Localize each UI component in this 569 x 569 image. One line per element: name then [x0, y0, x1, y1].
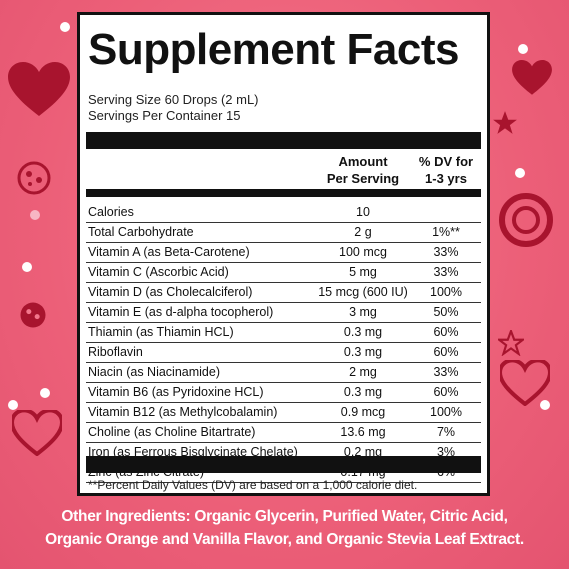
nutrient-amount: 100 mcg	[339, 245, 387, 259]
nutrient-amount: 0.2 mg	[343, 445, 383, 459]
heart-icon	[500, 360, 550, 406]
nutrient-amount: 3 mg	[349, 305, 377, 319]
amount-header: Amount Per Serving	[326, 154, 400, 186]
star-icon	[498, 330, 524, 356]
dot-icon	[518, 44, 528, 54]
nutrient-dv: 100%	[430, 285, 462, 299]
servings-per-container: Servings Per Container 15	[88, 108, 241, 123]
nutrient-amount: 5 mg	[349, 265, 377, 279]
ladybug-icon	[20, 302, 46, 328]
thick-rule	[86, 456, 481, 473]
heart-icon	[512, 60, 552, 95]
nutrient-name: Niacin (as Niacinamide)	[88, 365, 220, 379]
table-row: Vitamin E (as d-alpha tocopherol) 3 mg 50%	[86, 303, 481, 323]
nutrient-rows: Calories 10 Total Carbohydrate 2 g 1%** Vitam…	[86, 203, 481, 483]
table-row: Total Carbohydrate 2 g 1%**	[86, 223, 481, 243]
nutrient-amount: 2 g	[354, 225, 372, 239]
nutrient-dv: 7%	[436, 425, 456, 439]
nutrient-name: Vitamin D (as Cholecalciferol)	[88, 285, 253, 299]
nutrient-name: Vitamin B6 (as Pyridoxine HCL)	[88, 385, 264, 399]
table-row: Vitamin B6 (as Pyridoxine HCL) 0.3 mg 60%	[86, 383, 481, 403]
supplement-facts-panel: Supplement Facts Serving Size 60 Drops (…	[77, 12, 490, 496]
table-row: Vitamin C (Ascorbic Acid) 5 mg 33%	[86, 263, 481, 283]
dot-icon	[515, 168, 525, 178]
table-row: Calories 10	[86, 203, 481, 223]
nutrient-dv: 1%**	[432, 225, 460, 239]
ladybug-icon	[17, 161, 51, 195]
serving-size: Serving Size 60 Drops (2 mL)	[88, 92, 259, 107]
nutrient-dv: 60%	[433, 385, 459, 399]
nutrient-dv: 100%	[430, 405, 462, 419]
dot-icon	[22, 262, 32, 272]
nutrient-amount: 0.3 mg	[343, 385, 383, 399]
nutrient-name: Choline (as Choline Bitartrate)	[88, 425, 256, 439]
nutrient-amount: 0.3 mg	[343, 325, 383, 339]
nutrient-name: Thiamin (as Thiamin HCL)	[88, 325, 234, 339]
dv-header: % DV for 1-3 yrs	[418, 154, 474, 186]
nutrient-name: Total Carbohydrate	[88, 225, 194, 239]
table-row: Niacin (as Niacinamide) 2 mg 33%	[86, 363, 481, 383]
dot-icon	[540, 400, 550, 410]
table-row: Thiamin (as Thiamin HCL) 0.3 mg 60%	[86, 323, 481, 343]
table-row: Vitamin A (as Beta-Carotene) 100 mcg 33%	[86, 243, 481, 263]
medium-rule	[86, 189, 481, 197]
dot-icon	[60, 22, 70, 32]
nutrient-name: Vitamin A (as Beta-Carotene)	[88, 245, 250, 259]
table-row: Vitamin B12 (as Methylcobalamin) 0.9 mcg 1…	[86, 403, 481, 423]
nutrient-name: Calories	[88, 205, 134, 219]
nutrient-dv: 60%	[433, 345, 459, 359]
nutrient-amount: 15 mcg (600 IU)	[318, 285, 408, 299]
dot-icon	[30, 210, 40, 220]
table-row: Riboflavin 0.3 mg 60%	[86, 343, 481, 363]
nutrient-dv: 50%	[433, 305, 459, 319]
heart-icon	[12, 410, 62, 456]
nutrient-amount: 13.6 mg	[340, 425, 386, 439]
star-icon	[493, 111, 517, 134]
dot-icon	[40, 388, 50, 398]
table-row: Choline (as Choline Bitartrate) 13.6 mg 7%	[86, 423, 481, 443]
other-ingredients: Other Ingredients: Organic Glycerin, Pur…	[45, 508, 524, 548]
thick-rule	[86, 132, 481, 149]
nutrient-name: Riboflavin	[88, 345, 143, 359]
nutrient-dv: 3%	[436, 445, 456, 459]
heart-icon	[499, 193, 553, 247]
dv-footnote: **Percent Daily Values (DV) are based on…	[88, 478, 418, 492]
nutrient-amount: 0.9 mcg	[340, 405, 386, 419]
nutrient-dv: 60%	[433, 325, 459, 339]
nutrient-dv: 33%	[433, 265, 459, 279]
nutrient-dv: 33%	[433, 245, 459, 259]
nutrient-dv: 33%	[433, 365, 459, 379]
nutrient-amount: 2 mg	[349, 365, 377, 379]
dot-icon	[8, 400, 18, 410]
nutrient-name: Vitamin E (as d-alpha tocopherol)	[88, 305, 274, 319]
nutrient-name: Iron (as Ferrous Bisglycinate Chelate)	[88, 445, 298, 459]
nutrient-amount: 10	[356, 205, 370, 219]
nutrient-name: Vitamin B12 (as Methylcobalamin)	[88, 405, 278, 419]
panel-title: Supplement Facts	[88, 25, 459, 74]
table-row: Vitamin D (as Cholecalciferol) 15 mcg (60…	[86, 283, 481, 303]
heart-icon	[8, 62, 70, 116]
nutrient-amount: 0.3 mg	[343, 345, 383, 359]
nutrient-name: Vitamin C (Ascorbic Acid)	[88, 265, 229, 279]
